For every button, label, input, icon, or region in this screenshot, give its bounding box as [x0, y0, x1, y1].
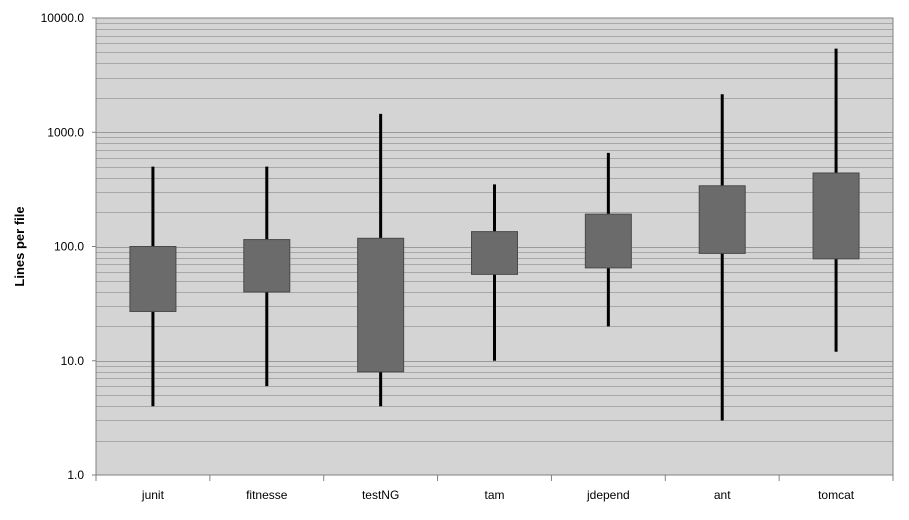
- y-tick-label: 10000.0: [41, 11, 85, 25]
- y-axis-label: Lines per file: [12, 206, 27, 286]
- box-testNG: [357, 113, 405, 407]
- box-tomcat: [812, 48, 860, 352]
- y-tick-label: 10.0: [61, 354, 85, 368]
- box-iqr: [471, 231, 518, 275]
- box-iqr: [357, 237, 405, 373]
- box-iqr: [584, 213, 632, 269]
- x-tick-label: testNG: [362, 488, 399, 502]
- y-tick-label: 1000.0: [47, 125, 84, 139]
- boxes: [129, 48, 860, 421]
- box-iqr: [129, 246, 177, 312]
- x-tick-label: ant: [714, 488, 731, 502]
- box-iqr: [243, 239, 291, 293]
- x-tick-label: jdepend: [586, 488, 630, 502]
- y-tick-label: 1.0: [67, 468, 84, 482]
- x-tick-label: tomcat: [818, 488, 855, 502]
- x-tick-label: junit: [141, 488, 165, 502]
- x-tick-label: fitnesse: [246, 488, 288, 502]
- box-junit: [129, 166, 177, 407]
- box-ant: [698, 94, 746, 421]
- x-tick-label: tam: [484, 488, 504, 502]
- box-tam: [471, 184, 518, 361]
- y-tick-label: 100.0: [54, 240, 84, 254]
- box-iqr: [698, 185, 746, 254]
- box-jdepend: [584, 152, 632, 327]
- box-iqr: [812, 172, 860, 260]
- box-fitnesse: [243, 166, 291, 387]
- y-axis-ticks: 1.0 10.0 100.0 1000.0 10000.0: [41, 11, 96, 482]
- x-axis-ticks: junit fitnesse testNG tam jdepend ant tomcat: [95, 475, 894, 502]
